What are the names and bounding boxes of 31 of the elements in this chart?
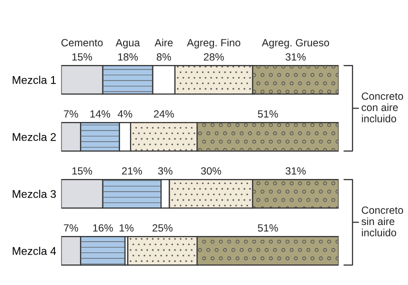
data-label: 1% (120, 224, 134, 232)
series-label: Cemento (61, 39, 103, 46)
data-label: 24% (154, 110, 174, 118)
data-label: 51% (258, 224, 278, 232)
data-label: 30% (200, 167, 222, 175)
data-label: 8% (156, 53, 172, 61)
data-label: 3% (158, 167, 172, 175)
data-label: 31% (286, 53, 306, 61)
data-label: 21% (122, 167, 142, 175)
y-tick-label: Mezcla 1 (12, 76, 56, 84)
data-label: 16% (93, 224, 113, 232)
data-label: 4% (118, 110, 132, 118)
data-label: 28% (204, 53, 224, 61)
data-label: 7% (64, 110, 78, 118)
data-label: 7% (64, 224, 78, 232)
y-tick-label: Mezcla 4 (12, 246, 56, 255)
data-label: 18% (118, 53, 138, 61)
data-label: 15% (72, 53, 92, 61)
data-label: 14% (90, 110, 110, 118)
data-label: 15% (72, 167, 92, 175)
series-label: Agreg. Fino (186, 38, 240, 48)
data-label: 51% (258, 110, 278, 118)
series-label: Agua (116, 39, 140, 48)
text: Concreto sin aire incluido (362, 206, 404, 236)
data-label: 25% (152, 224, 173, 232)
text: Concreto con aire incluido (362, 92, 404, 122)
series-label: Aire (154, 38, 173, 46)
data-label: 31% (286, 167, 306, 175)
series-label: Agreg. Grueso (262, 39, 330, 48)
y-tick-label: Mezcla 3 (12, 190, 56, 198)
y-tick-label: Mezcla 2 (12, 132, 56, 141)
